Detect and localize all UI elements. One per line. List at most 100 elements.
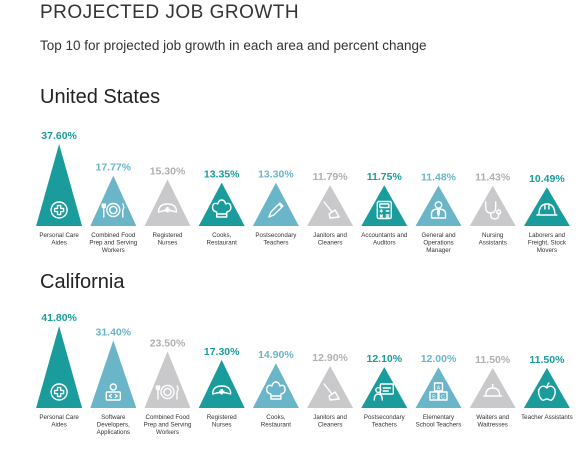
category-label: Teacher Assistants (521, 414, 573, 421)
stethoscope-icon (485, 201, 502, 220)
category-label: Elementary School Teachers (416, 414, 462, 428)
value-label: 17.77% (95, 162, 131, 174)
category-label: Personal Care Aides (39, 232, 79, 246)
triangle-bar (361, 185, 408, 226)
mop-icon (323, 201, 340, 219)
svg-text:B: B (432, 394, 436, 400)
category-label: Registered Nurses (153, 232, 183, 246)
job-item: 37.60% Personal Care Aides (36, 130, 83, 246)
category-label: Waiters and Waitresses (476, 414, 509, 428)
triangle-bar (252, 363, 299, 408)
pencil-icon (268, 202, 284, 218)
job-item: 10.49% Laborers and Freight, Stock Movers (523, 173, 570, 254)
value-label: 37.60% (41, 130, 77, 142)
chart-united-states: 37.60% Personal Care Aides 17.77% Combined F… (36, 130, 570, 254)
category-label: Postsecondary Teachers (364, 414, 406, 428)
hard-hat-icon (536, 203, 558, 216)
triangle-bar (523, 187, 570, 226)
triangle-bar (307, 185, 354, 226)
value-label: 17.30% (204, 346, 240, 358)
triangle-bar (90, 340, 137, 408)
value-label: 12.00% (421, 353, 457, 365)
job-item: 12.00% AB C Elementary School Teachers (415, 353, 462, 428)
category-label: Nursing Assistants (479, 232, 507, 246)
mop-icon (323, 383, 340, 401)
job-item: 11.50% Waiters and Waitresses (469, 354, 516, 428)
value-label: 11.79% (313, 171, 349, 183)
value-label: 23.50% (150, 337, 186, 349)
category-label: Software Developers, Applications (97, 414, 130, 436)
medical-cross-icon (50, 201, 68, 219)
triangle-bar (36, 144, 83, 226)
section-title-united-states: United States (40, 86, 161, 108)
job-item: 41.80% Personal Care Aides (36, 312, 83, 428)
apple-icon (537, 382, 556, 401)
category-label: Cooks, Restaurant (207, 232, 238, 246)
svg-text:C: C (441, 394, 445, 400)
job-item: 11.43% Nursing Assistants (469, 172, 516, 246)
value-label: 31.40% (95, 326, 131, 338)
category-label: Combined Food Prep and Serving Workers (89, 232, 137, 254)
calculator-icon (376, 200, 392, 220)
teacher-board-icon (373, 383, 394, 401)
value-label: 10.49% (529, 173, 565, 185)
triangle-bar (415, 367, 462, 408)
triangle-bar (307, 365, 354, 408)
category-label: Janitors and Cleaners (313, 232, 347, 246)
page-title: PROJECTED JOB GROWTH (40, 2, 300, 23)
category-label: Registered Nurses (207, 414, 237, 428)
triangle-bar (469, 185, 516, 226)
svg-text:A: A (437, 385, 441, 391)
value-label: 11.43% (475, 172, 511, 184)
category-label: Postsecondary Teachers (255, 232, 297, 246)
job-item: 15.30% Registered Nurses (144, 166, 191, 246)
plate-icon (101, 202, 125, 218)
triangle-bar (198, 182, 245, 226)
category-label: Janitors and Cleaners (313, 414, 347, 428)
value-label: 14.90% (258, 349, 294, 361)
category-label: Accountants and Auditors (361, 232, 408, 246)
value-label: 12.10% (366, 353, 402, 365)
chart-california: 41.80% Personal Care Aides 31.40% Software De… (36, 312, 573, 436)
job-item: 13.35% Cooks, Restaurant (198, 169, 245, 246)
job-item: 12.10% Postsecondary Teachers (361, 353, 408, 428)
developer-icon (105, 383, 122, 401)
job-item: 17.30% Registered Nurses (198, 346, 245, 428)
value-label: 13.30% (258, 169, 294, 181)
job-item: 13.30% Postsecondary Teachers (252, 169, 299, 246)
value-label: 15.30% (150, 166, 186, 178)
job-item: 17.77% Combined Food Prep and Serving Worke… (89, 162, 137, 254)
value-label: 11.50% (475, 354, 511, 366)
nurse-cap-icon (157, 203, 178, 213)
job-item: 11.79% Janitors and Cleaners (307, 171, 354, 246)
job-item: 11.75% Accountants and Auditors (361, 171, 408, 246)
job-item: 14.90% Cooks, Restaurant (252, 349, 299, 428)
chef-hat-icon (266, 381, 286, 400)
value-label: 13.35% (204, 169, 240, 181)
triangle-bar (90, 175, 137, 226)
job-item: 23.50% Combined Food Prep and Serving Worke… (144, 337, 192, 435)
triangle-bar (144, 351, 191, 408)
section-title-california: California (40, 271, 125, 293)
job-item: 11.50% Teacher Assistants (521, 354, 573, 421)
abc-blocks-icon: AB C (429, 382, 448, 401)
medical-cross-icon (50, 383, 68, 401)
triangle-bar (144, 179, 191, 226)
category-label: Cooks, Restaurant (261, 414, 292, 428)
value-label: 11.48% (421, 172, 457, 184)
triangle-bar (252, 182, 299, 226)
value-label: 41.80% (41, 312, 77, 324)
category-label: Laborers and Freight, Stock Movers (528, 232, 567, 254)
serving-cloche-icon (483, 384, 503, 397)
triangle-bar (198, 359, 245, 408)
nurse-cap-icon (211, 385, 232, 395)
value-label: 12.90% (312, 352, 348, 364)
category-label: General and Operations Manager (421, 232, 456, 254)
manager-icon (430, 201, 447, 219)
value-label: 11.50% (529, 354, 565, 366)
job-item: 31.40% Software Developers, Applications (90, 326, 137, 436)
page-subtitle: Top 10 for projected job growth in each … (40, 38, 427, 53)
chef-hat-icon (211, 199, 232, 218)
triangle-bar (36, 326, 83, 408)
value-label: 11.75% (367, 171, 403, 183)
